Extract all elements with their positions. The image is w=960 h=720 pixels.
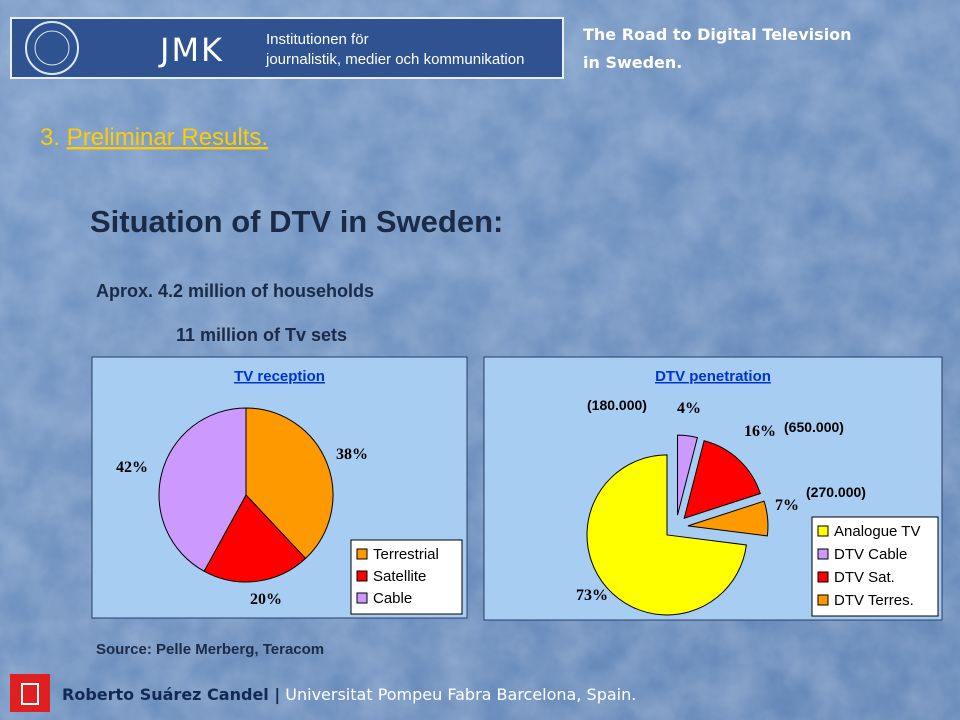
pie-slice [245,407,334,560]
legend-label: DTV Sat. [834,569,895,586]
footer-author: Roberto Suárez Candel | [62,685,280,705]
institution-line: Institutionen för [266,31,369,48]
annotation: (180.000) [587,397,647,413]
pie-slice [158,407,247,572]
pie-slice [687,500,769,537]
legend-label: Analogue TV [834,523,920,540]
pie-slice [203,494,307,583]
slice-label: 4% [677,400,701,417]
legend [811,516,939,617]
legend [350,539,463,615]
section-title: 3. Preliminar Results. [40,124,268,151]
slice-label: 42% [116,459,148,476]
legend-label: Terrestrial [373,546,439,563]
section-number: 3. [40,124,60,151]
legend-label: Satellite [373,568,426,585]
footer-logo [10,674,50,712]
fact: 11 million of Tv sets [176,325,347,345]
pie-slice [683,440,761,520]
institution-line: journalistik, medier och kommunikation [265,51,524,68]
annotation: (650.000) [784,419,844,435]
legend-label: Cable [373,590,412,607]
pie-slice [677,434,699,516]
slice-label: 16% [744,423,776,440]
logo-banner [10,17,564,79]
slice-label: 38% [336,446,368,463]
legend-swatch [356,570,368,582]
logo-text: JMK [158,31,224,69]
section-name: Preliminar Results. [67,124,268,151]
deck-title: in Sweden. [583,53,682,72]
footer-text: Roberto Suárez Candel | Universitat Pomp… [62,685,636,705]
annotation: (270.000) [806,484,866,500]
slice-label: 73% [576,587,608,604]
chart-title: TV reception [234,368,325,385]
legend-swatch [817,548,829,560]
legend-label: DTV Cable [834,546,907,563]
footer-logo-icon [21,683,39,705]
legend-swatch [356,592,368,604]
legend-swatch [356,548,368,560]
slice-label: 20% [250,591,282,608]
legend-swatch [817,594,829,606]
chart-title: DTV penetration [655,368,771,385]
legend-swatch [817,571,829,583]
fact: Aprox. 4.2 million of households [96,281,374,301]
legend-swatch [817,525,829,537]
slice-label: 7% [775,497,799,514]
logo-seal [25,21,79,75]
source: Source: Pelle Merberg, Teracom [96,641,324,658]
legend-label: DTV Terres. [834,592,914,609]
pie-slice [586,454,747,616]
heading: Situation of DTV in Sweden: [90,204,503,239]
deck-title: The Road to Digital Television [583,25,852,44]
footer-affiliation: Universitat Pompeu Fabra Barcelona, Spai… [285,685,636,704]
logo-seal-inner [34,30,70,66]
